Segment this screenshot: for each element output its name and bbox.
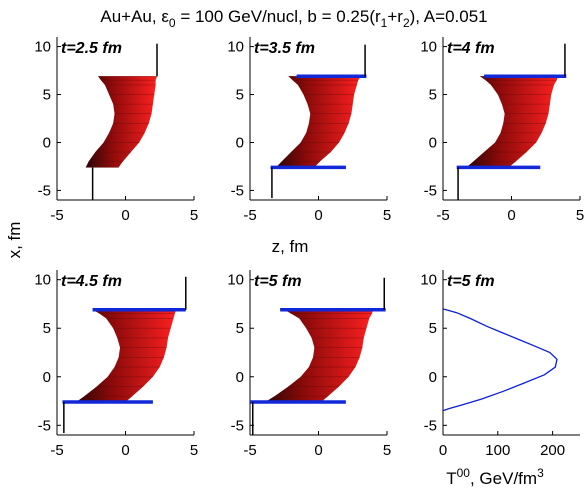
y-tick-label: 10 <box>34 39 51 56</box>
y-tick-label: 10 <box>34 272 51 289</box>
x-tick-label: 0 <box>314 442 322 459</box>
t00-sup2: 3 <box>537 466 544 480</box>
y-tick-label: 10 <box>420 272 437 289</box>
x-tick-label: 100 <box>485 442 510 459</box>
panel-title: t=4.5 fm <box>61 273 122 290</box>
title-mid: = 100 GeV/nucl, b = 0.25(r <box>176 7 381 26</box>
y-tick-label: -5 <box>424 182 437 199</box>
panel-5: -5 0 5 -5 0 5 10 t=5 fm <box>227 270 391 459</box>
t00-main: T <box>446 469 456 488</box>
x-tick-label: -5 <box>243 207 256 224</box>
panel-1: -5 0 5 -5 0 5 10 t=2.5 fm <box>34 37 198 224</box>
y-tick-label: 5 <box>43 320 51 337</box>
y-tick-label: 0 <box>43 134 51 151</box>
x-tick-label: 5 <box>190 442 198 459</box>
energy-density-band <box>466 76 559 168</box>
x-tick-label: 5 <box>383 207 391 224</box>
y-tick-label: 5 <box>236 320 244 337</box>
y-tick-label: 5 <box>429 320 437 337</box>
y-tick-label: 10 <box>227 272 244 289</box>
y-tick-label: 0 <box>43 369 51 386</box>
y-tick-label: -5 <box>231 417 244 434</box>
y-tick-label: 10 <box>420 39 437 56</box>
title-sub1: 0 <box>169 16 176 30</box>
t00-unit: , GeV/fm <box>470 469 537 488</box>
panel-title: t=5 fm <box>254 273 302 290</box>
title-pre: Au+Au, ε <box>100 7 169 26</box>
x-tick-label: 0 <box>507 207 515 224</box>
x-tick-label: 0 <box>439 442 447 459</box>
title-plus: +r <box>387 7 403 26</box>
y-tick-label: -5 <box>231 182 244 199</box>
t00-profile-line <box>442 308 558 412</box>
x-tick-label: 5 <box>190 207 198 224</box>
panel-title: t=4 fm <box>447 40 495 57</box>
y-tick-label: 0 <box>429 369 437 386</box>
x-tick-label: -5 <box>436 207 449 224</box>
y-tick-label: 0 <box>236 369 244 386</box>
title-sub3: 2 <box>403 16 410 30</box>
energy-density-band <box>76 309 177 402</box>
panel-title: t=2.5 fm <box>61 40 122 57</box>
x-tick-label: -5 <box>50 442 63 459</box>
x-tick-label: 5 <box>576 207 584 224</box>
x-tick-label: -5 <box>243 442 256 459</box>
y-tick-label: -5 <box>38 182 51 199</box>
figure-title: Au+Au, ε0 = 100 GeV/nucl, b = 0.25(r1+r2… <box>100 7 487 30</box>
energy-density-band <box>265 309 374 402</box>
title-sub2: 1 <box>381 16 388 30</box>
x-tick-label: 200 <box>540 442 565 459</box>
panel-title: t=3.5 fm <box>254 40 315 57</box>
x-axis-label-t00: T00, GeV/fm3 <box>446 466 544 488</box>
y-tick-label: 5 <box>429 87 437 104</box>
x-tick-label: -5 <box>50 207 63 224</box>
x-axis-label-shared: z, fm <box>272 237 309 256</box>
t00-sup1: 00 <box>457 466 471 480</box>
x-tick-label: 0 <box>314 207 322 224</box>
panel-4: -5 0 5 -5 0 5 10 t=4.5 fm <box>34 270 198 459</box>
y-tick-label: 0 <box>236 134 244 151</box>
x-tick-label: 0 <box>121 207 129 224</box>
panel-title: t=5 fm <box>447 273 495 290</box>
y-tick-label: 0 <box>429 134 437 151</box>
panel-3: -5 0 5 -5 0 5 10 t=4 fm <box>420 37 584 224</box>
title-post: ), A=0.051 <box>410 7 488 26</box>
y-tick-label: 5 <box>236 87 244 104</box>
energy-density-band <box>276 76 361 168</box>
x-tick-label: 5 <box>383 442 391 459</box>
y-axis-label-shared: x, fm <box>5 222 24 259</box>
y-tick-label: 10 <box>227 39 244 56</box>
panel-2: -5 0 5 -5 0 5 10 t=3.5 fm <box>227 37 391 224</box>
y-tick-label: 5 <box>43 87 51 104</box>
x-tick-label: 0 <box>121 442 129 459</box>
energy-density-band <box>85 76 158 168</box>
y-tick-label: -5 <box>424 417 437 434</box>
y-tick-label: -5 <box>38 417 51 434</box>
